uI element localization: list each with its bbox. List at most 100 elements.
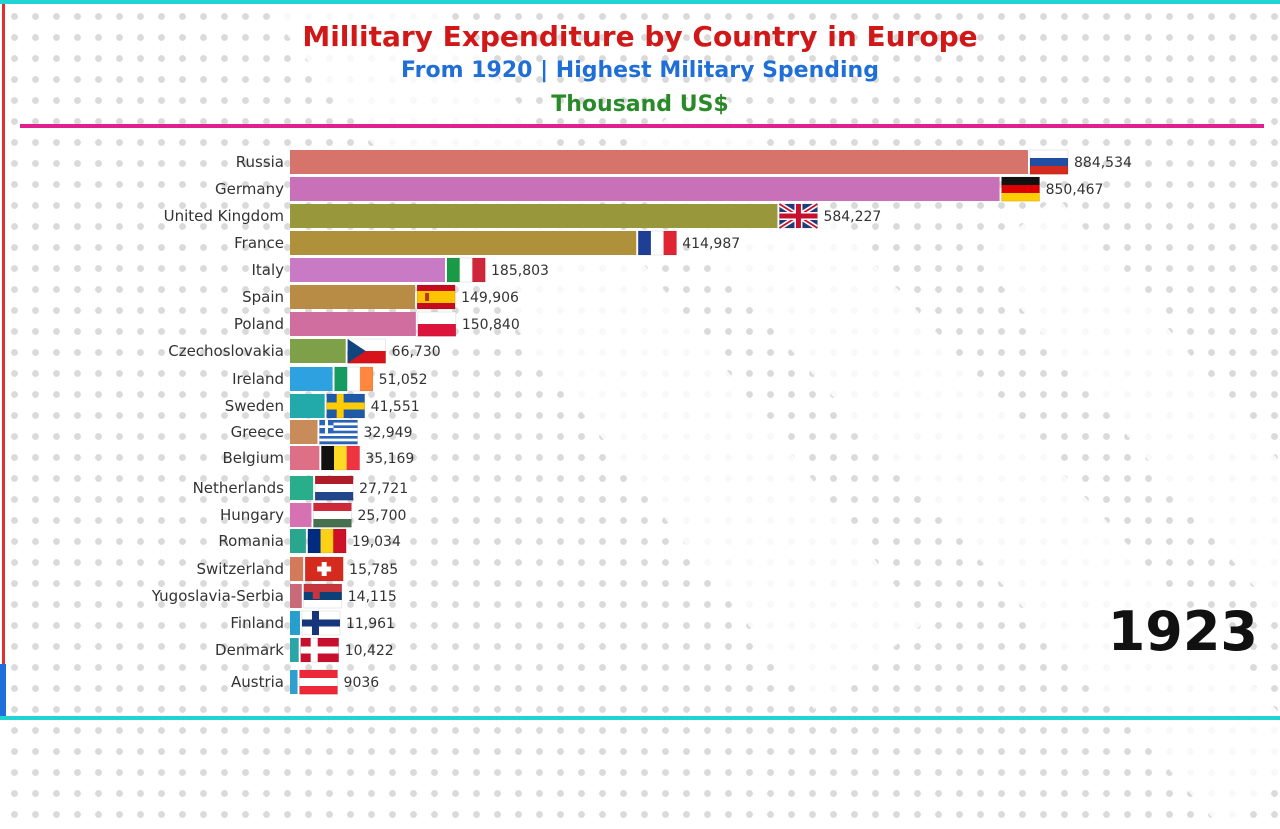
flag-part: [319, 428, 358, 431]
flag-part: [1001, 193, 1040, 202]
bar: [290, 611, 300, 635]
bar: [290, 258, 446, 282]
flag-part: [319, 425, 358, 429]
serbia-flag: [303, 583, 343, 609]
flag-part: [319, 438, 358, 442]
bar: [290, 529, 306, 553]
flag-part: [1030, 158, 1068, 167]
category-label: Germany: [215, 180, 284, 198]
flag-part: [307, 529, 321, 553]
category-label: Greece: [231, 423, 284, 441]
flag-part: [319, 436, 358, 439]
flag-border: [326, 393, 365, 419]
value-label: 150,840: [462, 317, 520, 333]
flag-part: [347, 339, 366, 363]
value-label: 51,052: [379, 372, 428, 388]
flag-border: [417, 311, 457, 337]
category-label: Belgium: [223, 449, 285, 467]
category-label: United Kingdom: [164, 207, 284, 225]
finland-flag: [301, 610, 341, 636]
bar: [290, 150, 1028, 174]
category-label: Romania: [218, 532, 284, 550]
bar: [290, 557, 304, 581]
bar: [290, 285, 416, 309]
flag-part: [319, 433, 358, 437]
flag-part: [319, 422, 358, 426]
flag-border: [1029, 149, 1069, 175]
chart-title: Millitary Expenditure by Country in Euro…: [302, 20, 978, 53]
flag-border: [300, 637, 339, 663]
value-label: 41,551: [371, 399, 420, 415]
russia-flag: [1029, 149, 1069, 175]
flag-part: [319, 420, 358, 423]
flag-part: [300, 646, 339, 654]
bar: [290, 204, 778, 228]
value-label: 14,115: [348, 589, 397, 605]
flag-part: [447, 258, 460, 282]
bar: [290, 312, 416, 336]
netherlands-flag: [314, 475, 354, 501]
flag-part: [417, 312, 456, 325]
flag-part: [472, 258, 486, 282]
flag-part: [303, 600, 342, 609]
flag-border: [313, 502, 352, 528]
frame-left: [2, 4, 5, 664]
flag-part: [299, 686, 338, 695]
flag-part: [312, 589, 320, 599]
ireland-flag: [334, 366, 373, 392]
category-label: Sweden: [225, 397, 284, 415]
value-label: 884,534: [1074, 155, 1132, 171]
flag-border: [301, 610, 341, 636]
switzerland-flag: [304, 556, 344, 582]
flag-part: [334, 367, 348, 391]
flag-part: [299, 670, 338, 679]
poland-flag: [417, 311, 457, 337]
bar: [290, 584, 302, 608]
value-label: 66,730: [392, 344, 441, 360]
germany-flag: [1001, 176, 1040, 202]
flag-part: [417, 324, 456, 337]
flag-part: [1001, 177, 1040, 186]
greece-flag: [319, 419, 358, 445]
bar: [290, 476, 314, 500]
bar: [290, 339, 346, 363]
flag-part: [313, 503, 352, 512]
bar: [290, 367, 333, 391]
bar: [290, 420, 318, 444]
value-label: 10,422: [345, 643, 394, 659]
flag-part: [638, 231, 652, 255]
chart-unit: Thousand US$: [551, 92, 729, 117]
flag-border: [304, 556, 344, 582]
flag-part: [319, 430, 358, 434]
flag-part: [459, 258, 473, 282]
category-label: Poland: [234, 315, 284, 333]
frame-left-accent: [0, 664, 6, 716]
category-label: Austria: [231, 673, 284, 691]
flag-part: [315, 492, 354, 501]
flag-border: [307, 528, 347, 554]
flag-part: [347, 367, 361, 391]
flag-border: [334, 366, 373, 392]
flag-part: [425, 293, 430, 301]
romania-flag: [307, 528, 347, 554]
flag-part: [303, 584, 342, 593]
flag-part: [313, 511, 352, 520]
value-label: 19,034: [352, 534, 401, 550]
flag-part: [319, 425, 334, 428]
flag-part: [319, 441, 358, 445]
value-label: 25,700: [357, 508, 406, 524]
value-label: 9036: [344, 675, 380, 691]
flag-part: [317, 566, 332, 572]
value-label: 414,987: [682, 236, 740, 252]
frame-top: [0, 0, 1280, 4]
category-label: France: [234, 234, 284, 252]
category-label: Finland: [230, 614, 284, 632]
flag-part: [663, 231, 677, 255]
flag-part: [313, 519, 352, 528]
category-label: Hungary: [220, 506, 284, 524]
flag-part: [359, 367, 373, 391]
flag-border: [779, 203, 818, 229]
value-label: 185,803: [491, 263, 549, 279]
category-label: Yugoslavia-Serbia: [151, 587, 284, 605]
flag-part: [320, 529, 334, 553]
